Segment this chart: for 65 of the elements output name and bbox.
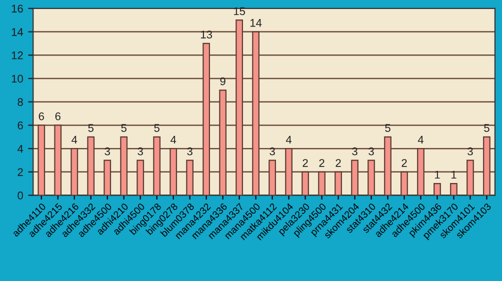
data-label: 2 <box>402 159 407 167</box>
bar <box>384 136 392 196</box>
bar <box>351 160 358 196</box>
y-tick-label: 16 <box>12 4 23 13</box>
bar <box>466 160 474 196</box>
data-label: 1 <box>435 170 440 179</box>
data-label: 5 <box>121 124 126 132</box>
bar <box>450 183 458 196</box>
data-label: 3 <box>270 147 275 156</box>
data-label: 3 <box>352 147 358 156</box>
bar <box>318 171 326 196</box>
data-label: 5 <box>385 124 390 132</box>
bar <box>87 136 95 196</box>
y-tick-label: 8 <box>18 98 23 106</box>
bar <box>104 160 112 196</box>
data-label: 4 <box>418 136 424 144</box>
bar <box>70 148 78 196</box>
bar <box>153 136 161 196</box>
y-tick-label: 6 <box>18 121 23 130</box>
bar <box>285 148 292 196</box>
data-label: 9 <box>220 77 226 86</box>
bar <box>417 148 424 196</box>
bar <box>236 20 243 196</box>
data-label: 4 <box>170 136 176 144</box>
bar <box>219 90 227 196</box>
data-label: 5 <box>154 124 160 132</box>
data-label: 3 <box>138 147 143 156</box>
data-label: 6 <box>55 112 60 120</box>
bar <box>202 42 210 196</box>
bar <box>334 171 342 196</box>
y-tick-label: 0 <box>18 192 23 200</box>
data-label: 14 <box>250 19 262 27</box>
bar <box>400 171 408 196</box>
data-label: 5 <box>88 124 94 132</box>
bar <box>120 136 128 196</box>
data-label: 3 <box>468 147 473 156</box>
data-label: 4 <box>286 136 292 144</box>
bar <box>252 31 260 196</box>
data-label: 13 <box>200 30 212 38</box>
bar <box>54 124 62 196</box>
bar <box>136 160 144 196</box>
bar <box>483 136 490 196</box>
y-tick-label: 2 <box>18 168 23 176</box>
data-label: 2 <box>336 159 341 167</box>
y-tick-label: 12 <box>12 51 23 60</box>
data-label: 5 <box>484 124 490 132</box>
data-label: 3 <box>187 147 192 156</box>
y-tick-label: 14 <box>12 28 24 36</box>
data-label: 2 <box>302 159 308 167</box>
bar <box>170 148 178 196</box>
data-label: 2 <box>319 159 324 167</box>
bar <box>186 160 194 196</box>
bar <box>268 160 276 196</box>
bar <box>368 160 375 196</box>
bar <box>38 124 46 196</box>
data-label: 3 <box>104 147 110 156</box>
data-label: 4 <box>72 136 78 144</box>
bar <box>302 171 309 196</box>
data-label: 1 <box>451 170 456 179</box>
data-label: 6 <box>38 112 44 120</box>
y-tick-label: 4 <box>17 144 24 153</box>
y-tick-label: 10 <box>12 74 23 83</box>
data-label: 15 <box>234 7 246 16</box>
bar <box>434 183 441 196</box>
data-label: 3 <box>368 147 374 156</box>
